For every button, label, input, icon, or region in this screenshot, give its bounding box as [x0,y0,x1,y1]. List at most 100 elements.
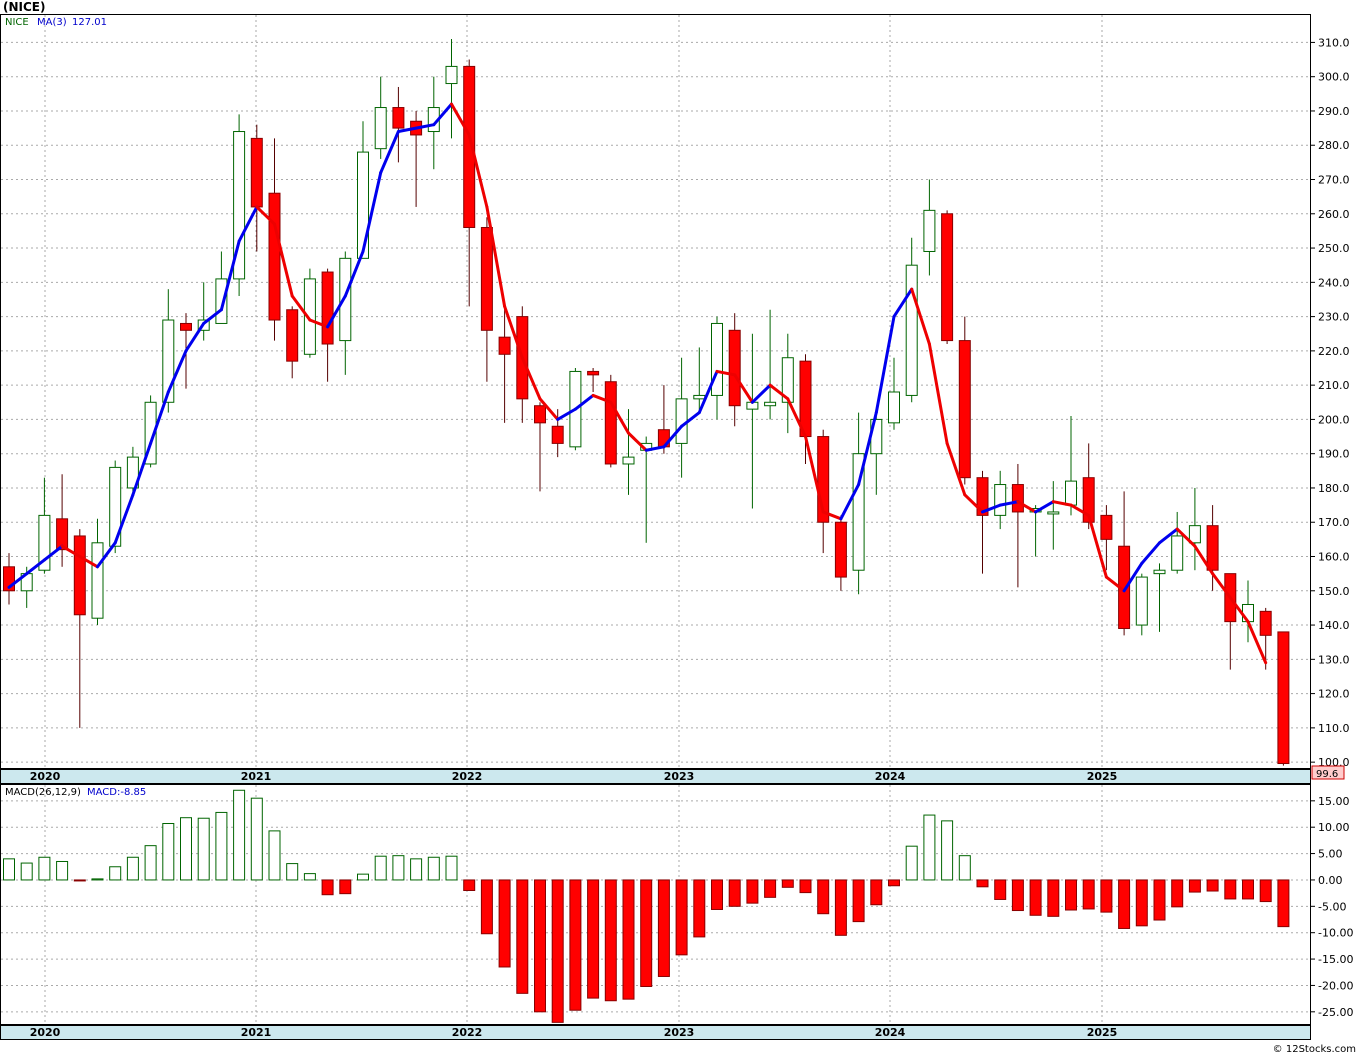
ma3-segment [503,304,524,360]
candle [622,409,635,495]
macd-bar [162,823,175,881]
price-y-axis: 100.0110.0120.0130.0140.0150.0160.0170.0… [1310,36,1350,769]
candle-body [268,192,281,321]
candle [410,110,423,207]
macd-bar [427,856,440,881]
candle-body [1277,631,1290,765]
macd-bar [498,879,511,968]
price-tick-label: 300.0 [1318,71,1350,84]
macd-bar [888,879,900,887]
price-tick-label: 130.0 [1318,653,1350,666]
ma3-segment [1104,575,1126,593]
ma3-segment [7,572,29,589]
candle-body [764,401,777,407]
macd-bar [1082,879,1095,910]
ma3-segment [1069,503,1091,517]
ma3-segment [768,383,790,401]
ma3-segment [821,510,843,521]
candle [374,76,387,159]
footer-credit: © 12Stocks.com [1273,1044,1356,1055]
candle-body [852,453,865,571]
candle-body [551,425,564,444]
candle [250,124,263,252]
price-tick-label: 120.0 [1318,688,1350,701]
candle-body [480,226,493,331]
macd-bar [38,856,51,881]
ma3-segment [1051,500,1073,507]
ma3-segment [750,383,772,404]
candle-body [91,542,104,619]
candle-body [3,566,15,592]
ma3-segment [874,315,896,415]
candle [56,474,69,567]
ma3-segment [96,541,117,569]
ma3-segment [379,130,400,175]
price-year-label: 2023 [664,770,695,783]
candle-body [144,401,157,465]
macd-bar [1011,879,1024,912]
price-tick-label: 260.0 [1318,208,1350,221]
macd-year-label: 2023 [664,1026,695,1039]
macd-year-label: 2021 [241,1026,272,1039]
candle [764,309,777,420]
ma3-segment [556,407,577,421]
ma3-segment [627,431,648,452]
candle [126,446,139,495]
ma3-segment [219,239,241,312]
candle [923,179,936,276]
ma3-segment [998,500,1020,507]
candle [91,518,104,626]
last-price-badge [1311,765,1345,780]
macd-bar [569,879,582,1011]
macd-bar [1100,879,1113,913]
candle [233,114,246,297]
price-year-label: 2021 [241,770,272,783]
macd-bar [657,879,670,977]
candle [38,477,51,574]
macd-tick-label: -10.00 [1318,927,1353,940]
candle [711,316,723,420]
ma3-segment [1211,572,1232,600]
candle [604,374,617,468]
candle [1206,505,1219,591]
price-tick-label: 230.0 [1318,311,1350,324]
candle-body [994,484,1007,516]
ma3-segment [1246,620,1268,665]
ma3-segment [237,205,259,243]
macd-bar [781,879,794,888]
ma-value: 127.01 [72,17,107,28]
price-tick-label: 290.0 [1318,105,1350,118]
macd-bar [1118,879,1131,929]
ma3-segment [963,493,984,514]
candle-body [162,319,175,403]
candle-body [392,107,405,129]
price-x-axis: 2020 2021 2022 2023 2024 2025 [30,770,1118,783]
candle [109,460,122,554]
macd-bar [180,817,192,881]
macd-bar [817,879,830,915]
ma3-segment [396,126,418,134]
price-panel: 100.0110.0120.0130.0140.0150.0160.0170.0… [0,14,1350,780]
candle-body [38,514,51,571]
ma3-segment [131,441,153,497]
ma3-segment [432,102,453,127]
ma3-segment [343,249,365,298]
ma3-segment [892,287,914,319]
ma3-segment [520,356,542,401]
candle-body [233,131,246,280]
macd-bar [604,879,617,1002]
macd-bar [392,855,405,881]
candle-body [976,477,989,516]
macd-panel: 15.00 10.00 5.00 0.00 -5.00 -10.00 -15.00 -20.0… [0,784,1353,1025]
macd-bar [286,863,299,881]
macd-bar [711,879,723,910]
ma3-segment [1034,500,1055,514]
macd-bar [303,873,316,881]
candle-body [445,65,458,85]
macd-year-label: 2025 [1087,1026,1118,1039]
price-year-label: 2020 [30,770,61,783]
ma3-segment [255,205,276,226]
ma3-segment [609,400,630,435]
candle-body [888,391,900,424]
candle [941,210,954,345]
